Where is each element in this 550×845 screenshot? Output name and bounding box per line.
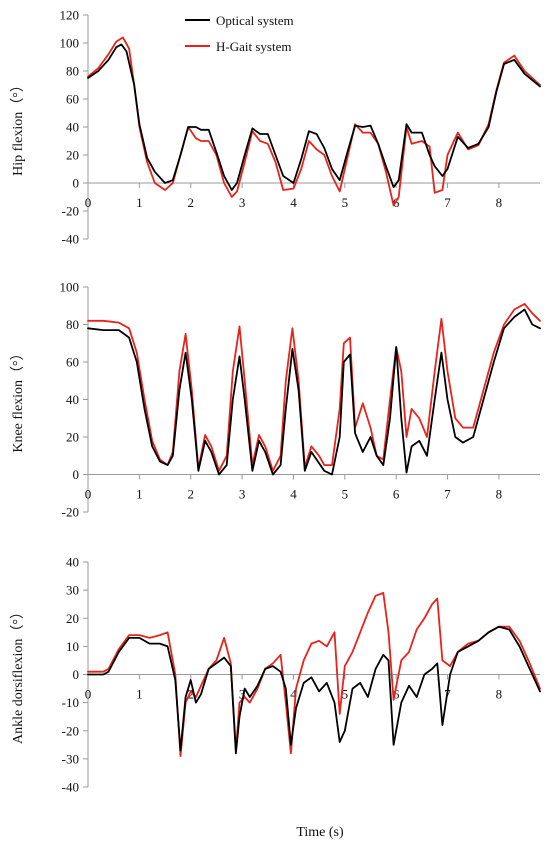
ankle-y-tick-label: 10 (66, 639, 79, 654)
hip-series-hgait-line (87, 36, 541, 207)
hip-y-axis-label: Hip flexion（°） (10, 78, 26, 176)
knee-y-axis-label: Knee flexion（°） (10, 346, 26, 452)
hip-x-tick-label: 6 (393, 195, 400, 210)
ankle-x-tick-label: 5 (342, 687, 349, 702)
ankle-x-tick-label: 2 (187, 687, 194, 702)
ankle-y-axis-label: Ankle dorsiflexion（°） (10, 605, 26, 744)
knee-x-tick-label: 0 (85, 487, 92, 502)
hip-y-tick-label: -40 (62, 232, 79, 247)
ankle-x-tick-label: 6 (393, 687, 400, 702)
ankle-y-tick-label: -30 (62, 751, 79, 766)
ankle-series-hgait-line (87, 592, 541, 757)
ankle-x-tick-label: 4 (290, 687, 297, 702)
ankle-x-tick-label: 8 (496, 687, 503, 702)
knee-y-tick-label: 60 (66, 355, 79, 370)
legend-label-optical: Optical system (216, 13, 294, 28)
ankle-y-tick-label: 0 (73, 667, 80, 682)
knee-x-tick-label: 3 (239, 487, 246, 502)
knee-y-tick-label: 0 (73, 467, 80, 482)
knee-y-tick-label: 100 (60, 280, 80, 295)
knee-series-optical-line (87, 308, 541, 476)
ankle-y-tick-label: 20 (66, 611, 79, 626)
ankle-y-tick-label: 30 (66, 583, 79, 598)
legend-label-hgait: H-Gait system (216, 39, 291, 54)
ankle-y-tick-label: -20 (62, 723, 79, 738)
hip-x-tick-label: 5 (342, 195, 349, 210)
knee-y-tick-label: 80 (66, 317, 79, 332)
hip-y-tick-label: -20 (62, 204, 79, 219)
hip-x-tick-label: 1 (136, 195, 143, 210)
knee-x-tick-label: 8 (496, 487, 503, 502)
ankle-y-tick-label: -40 (62, 780, 79, 795)
ankle-x-tick-label: 0 (85, 687, 92, 702)
knee-x-tick-label: 7 (444, 487, 451, 502)
hip-y-tick-label: 80 (66, 64, 79, 79)
hip-y-tick-label: 20 (66, 148, 79, 163)
legend: Optical system H-Gait system (185, 13, 294, 54)
knee-flexion-panel: -20 0 20 40 60 80 100 0 1 2 3 4 5 6 7 8 Knee flexion（°） (10, 280, 541, 520)
hip-x-tick-label: 2 (187, 195, 194, 210)
hip-flexion-panel: -40 -20 0 20 40 60 80 100 120 0 1 2 3 4 5 6 7 8 Hip flexio… (10, 8, 541, 247)
time-axis-label: Time (s) (296, 825, 344, 840)
knee-y-tick-label: -20 (62, 505, 79, 520)
ankle-x-tick-label: 1 (136, 687, 143, 702)
knee-x-tick-label: 6 (393, 487, 400, 502)
knee-x-tick-label: 5 (342, 487, 349, 502)
hip-x-tick-label: 4 (290, 195, 297, 210)
hip-x-tick-label: 8 (496, 195, 503, 210)
hip-y-tick-label: 120 (60, 8, 80, 23)
knee-x-tick-label: 4 (290, 487, 297, 502)
hip-y-tick-label: 60 (66, 92, 79, 107)
ankle-x-tick-label: 3 (239, 687, 246, 702)
knee-x-tick-label: 1 (136, 487, 143, 502)
hip-y-tick-label: 100 (60, 36, 80, 51)
hip-x-tick-label: 0 (85, 195, 92, 210)
hip-x-tick-label: 7 (444, 195, 451, 210)
knee-x-tick-label: 2 (187, 487, 194, 502)
knee-series-hgait-line (87, 302, 541, 472)
ankle-y-tick-label: 40 (66, 555, 79, 570)
hip-x-tick-label: 3 (239, 195, 246, 210)
knee-y-tick-label: 20 (66, 430, 79, 445)
knee-y-tick-label: 40 (66, 392, 79, 407)
ankle-series-optical-line (87, 625, 541, 755)
ankle-y-tick-label: -10 (62, 695, 79, 710)
hip-y-tick-label: 0 (73, 176, 80, 191)
hip-series-optical-line (87, 43, 541, 191)
hip-y-tick-label: 40 (66, 120, 79, 135)
